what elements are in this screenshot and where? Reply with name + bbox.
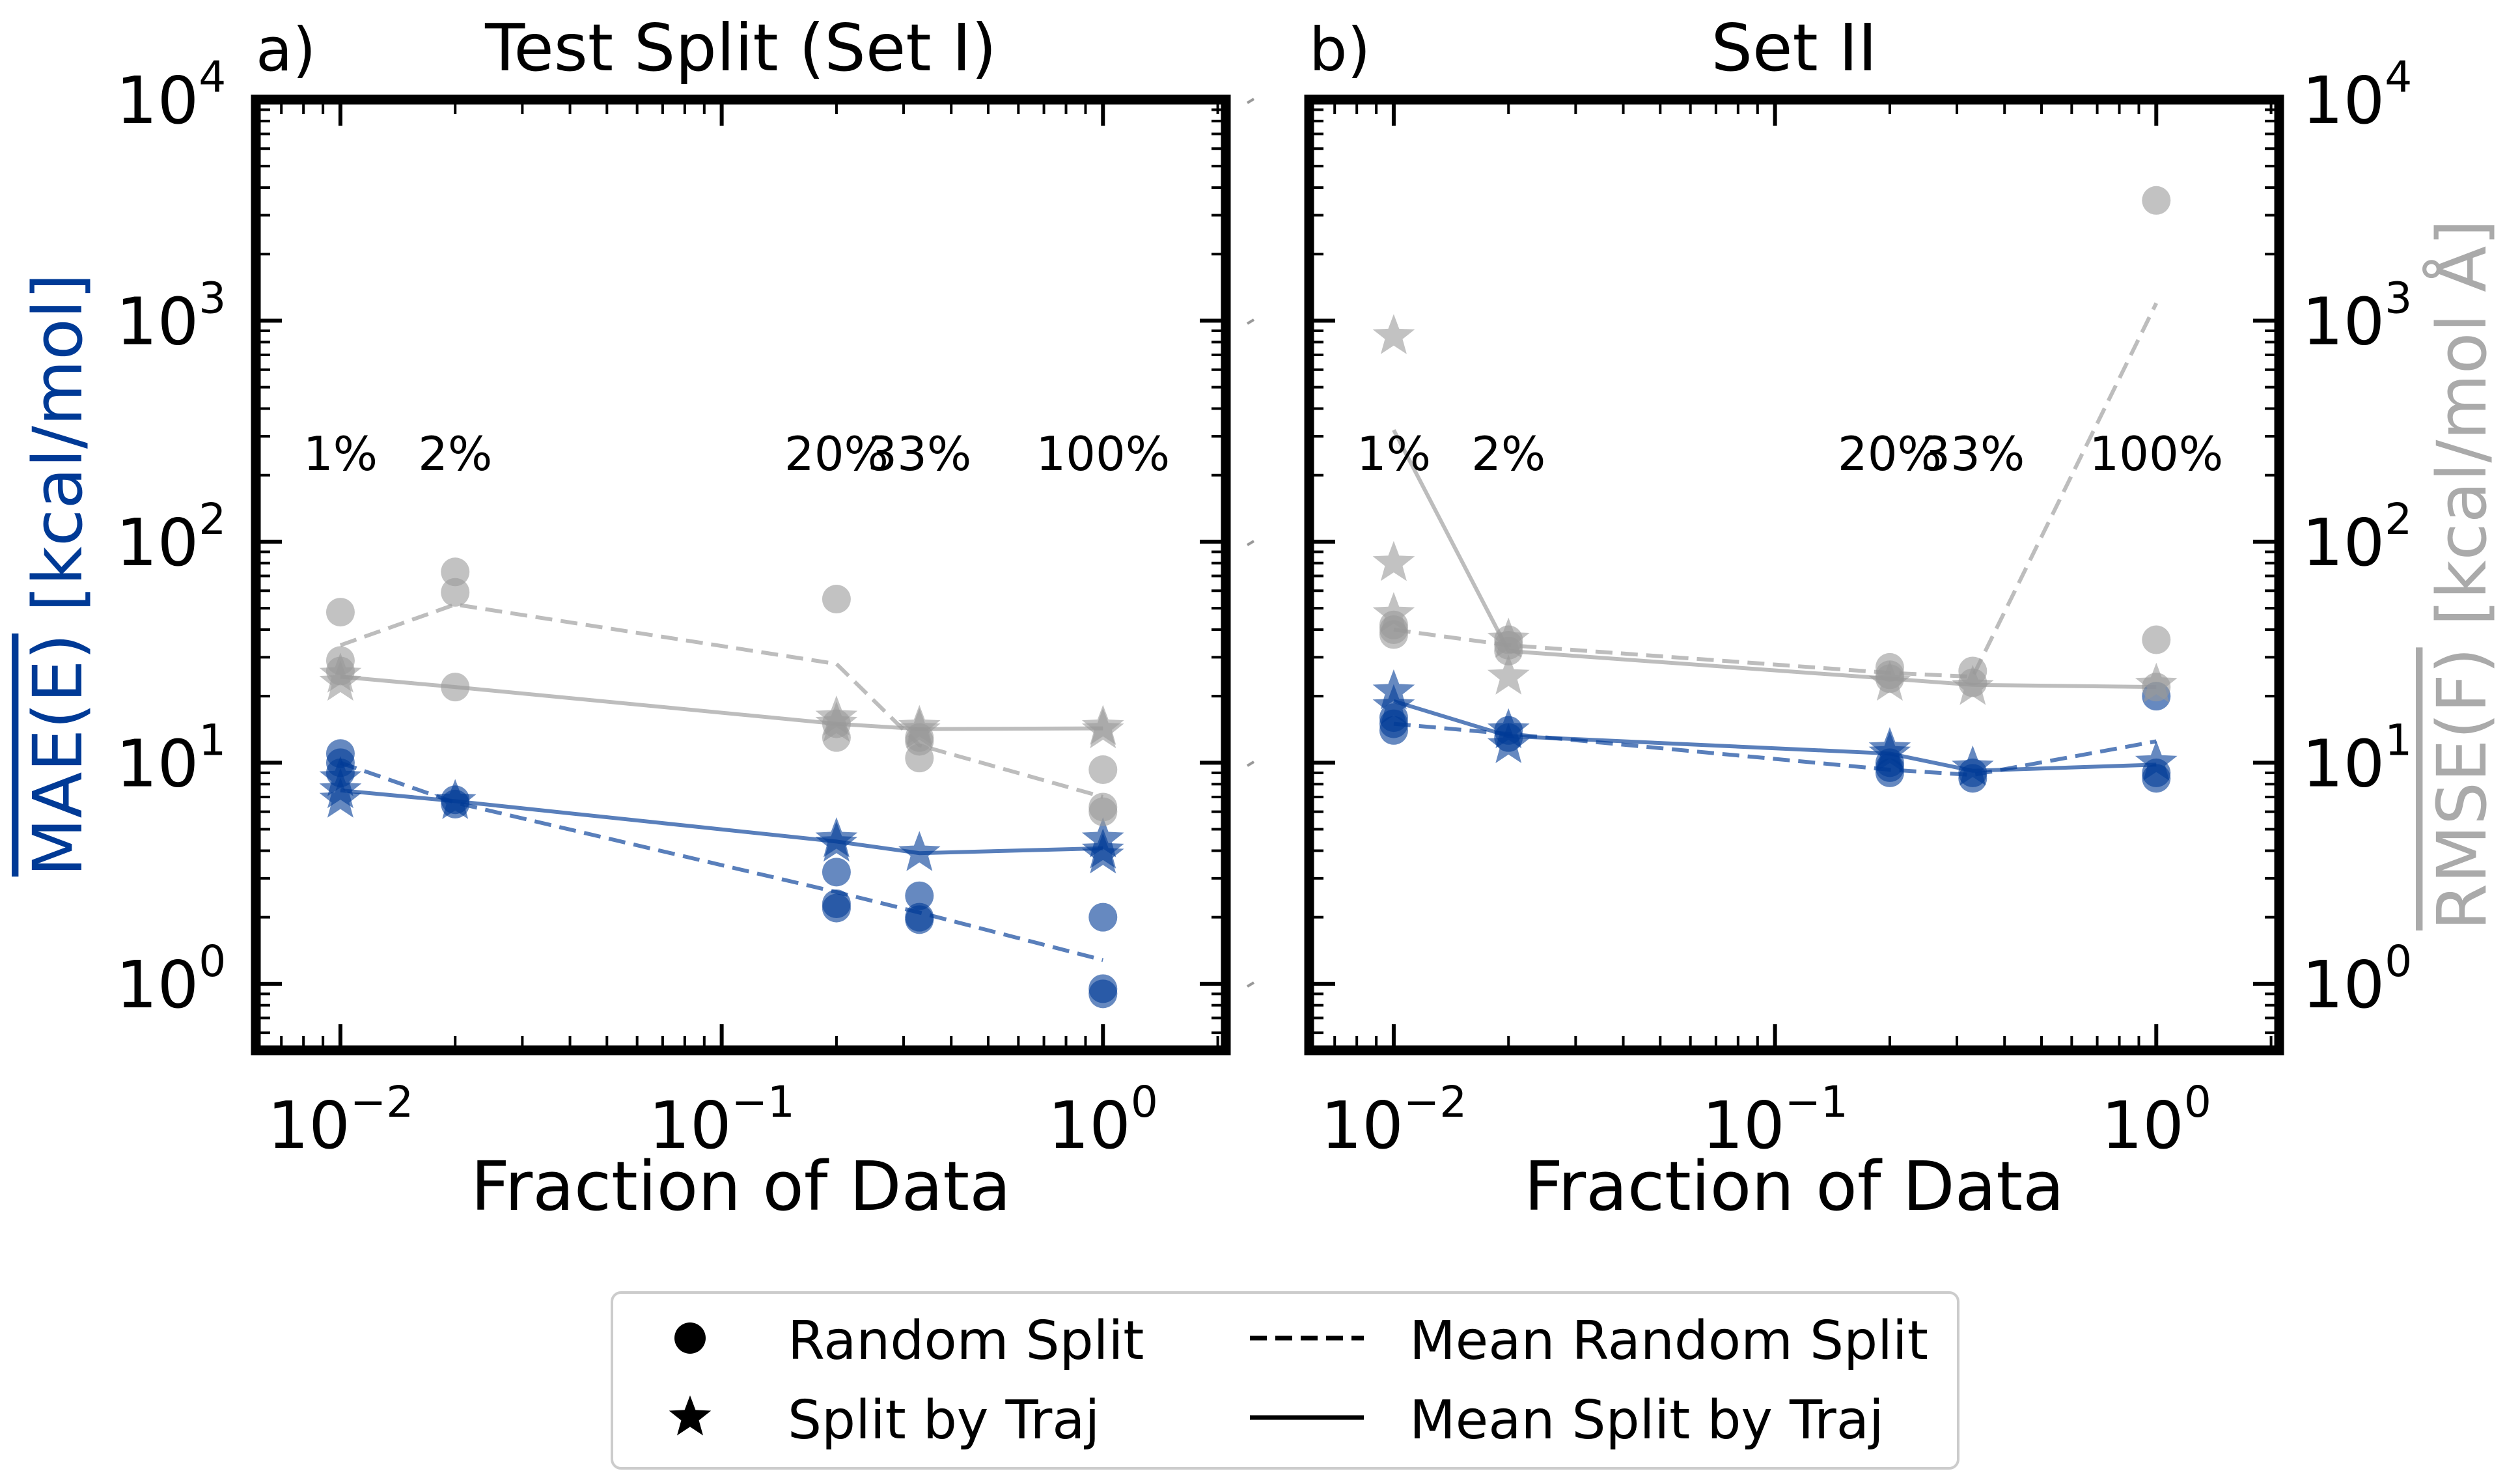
percent-label: 20%: [1838, 426, 1942, 481]
random-split-point-force: [822, 585, 851, 614]
split-by-traj-point-force: [1868, 660, 1911, 701]
legend: Random Split Split by Traj Mean Random S…: [611, 1291, 1959, 1470]
mean-random-split-line-force: [339, 602, 1104, 799]
split-by-traj-point-force: [1487, 654, 1530, 695]
x-tick-label: 10−1: [1702, 1077, 1848, 1164]
random-split-point-force: [2142, 625, 2171, 654]
panel-b-plot: 1% 2% 20%33% 100%: [1357, 186, 2223, 793]
split-by-traj-point-force: [1952, 665, 1994, 705]
split-by-traj-point-force: [1372, 540, 1415, 581]
random-split-point-energy: [1088, 979, 1118, 1009]
split-by-traj-point-force: [898, 708, 941, 749]
y-tick-label-left: 101: [116, 715, 226, 802]
legend-label-split-by-traj: Split by Traj: [788, 1390, 1100, 1451]
x-tick-label: 10−2: [268, 1077, 414, 1164]
random-split-point-force: [2142, 186, 2171, 215]
random-split-point-force: [441, 673, 470, 702]
random-split-point-energy: [1088, 902, 1118, 932]
percent-label: 1%: [1357, 426, 1431, 481]
panel-a-title: Test Split (Set I): [484, 10, 997, 86]
panel-b-ticks: 10−2 10−1 100 100 101 102 103 104: [1308, 52, 2412, 1164]
between-panel-marks: [1246, 98, 1255, 988]
random-split-point-energy: [1379, 716, 1408, 745]
split-by-traj-point-energy: [898, 831, 941, 871]
random-split-point-energy: [822, 893, 851, 923]
split-by-traj-point-force: [1081, 708, 1124, 749]
split-by-traj-point-energy: [815, 821, 858, 862]
random-split-point-force: [905, 744, 934, 773]
split-by-traj-point-energy: [1081, 833, 1124, 874]
panel-b-x-axis-label: Fraction of Data: [1524, 1147, 2064, 1226]
percent-label: 20%: [784, 426, 889, 481]
y-tick-label-right: 104: [2302, 52, 2412, 139]
panel-a-ticks: 10−2 10−1 100 100 101 102 103 104: [116, 52, 1226, 1164]
y-tick-label-left: 100: [116, 936, 226, 1023]
svg-text:MAE(E) [kcal/mol]: MAE(E) [kcal/mol]: [18, 273, 98, 877]
split-by-traj-point-energy: [434, 779, 477, 819]
y-tick-label-right: 100: [2302, 936, 2412, 1023]
random-split-point-energy: [822, 858, 851, 887]
y-axis-label-left-metric: MAE(E): [18, 634, 98, 876]
legend-circle-symbol: [674, 1322, 706, 1354]
split-by-traj-point-force: [815, 701, 858, 742]
split-by-traj-point-force: [1372, 314, 1415, 354]
panel-a-x-axis-label: Fraction of Data: [471, 1147, 1011, 1226]
random-split-point-force: [441, 578, 470, 607]
x-tick-label: 10−1: [648, 1077, 795, 1164]
y-tick-label-right: 102: [2302, 494, 2412, 581]
panel-b-title: Set II: [1711, 10, 1877, 86]
y-tick-label-left: 104: [116, 52, 226, 139]
panel-a: 1% 2% 20%33% 100% 10−2 10−1 10010010110210310…: [18, 10, 1231, 1226]
legend-label-random-split: Random Split: [788, 1310, 1144, 1372]
random-split-point-energy: [905, 905, 934, 934]
panel-a-plot: 1% 2% 20%33% 100%: [303, 426, 1170, 1009]
y-tick-label-right: 103: [2302, 273, 2412, 359]
split-by-traj-point-energy: [1952, 745, 1994, 786]
legend-label-mean-random-split: Mean Random Split: [1409, 1310, 1928, 1372]
split-by-traj-point-energy: [1487, 723, 1530, 763]
x-tick-label: 100: [2101, 1077, 2211, 1164]
legend-star-symbol: [669, 1395, 712, 1436]
percent-label: 100%: [2089, 426, 2223, 481]
split-by-traj-point-force: [1487, 617, 1530, 658]
y-axis-label-left: MAE(E) [kcal/mol]: [18, 273, 98, 877]
y-tick-label-right: 101: [2302, 715, 2412, 802]
y-axis-label-right-metric: RMSE(F): [2422, 647, 2502, 930]
percent-label: 1%: [303, 426, 378, 481]
split-by-traj-point-force: [1372, 592, 1415, 632]
split-by-traj-point-force: [2135, 662, 2178, 703]
x-tick-label: 100: [1048, 1077, 1158, 1164]
random-split-point-energy: [905, 881, 934, 910]
percent-label: 2%: [418, 426, 492, 481]
split-by-traj-point-force: [319, 660, 362, 701]
y-axis-label-right: RMSE(F) [kcal/mol Å]: [2422, 219, 2502, 930]
y-tick-label-left: 103: [116, 273, 226, 359]
random-split-point-force: [441, 557, 470, 587]
panel-b-label: b): [1309, 15, 1370, 85]
y-axis-label-right-unit: [kcal/mol Å]: [2422, 219, 2502, 647]
y-axis-label-left-unit: [kcal/mol]: [18, 273, 98, 634]
split-by-traj-point-energy: [2135, 740, 2178, 781]
random-split-point-force: [1088, 755, 1118, 785]
legend-box: [611, 1291, 1959, 1470]
x-tick-label: 10−2: [1321, 1077, 1467, 1164]
random-split-point-force: [1088, 797, 1118, 826]
panel-a-label: a): [256, 15, 316, 85]
svg-text:RMSE(F) [kcal/mol Å]: RMSE(F) [kcal/mol Å]: [2422, 219, 2502, 930]
y-tick-label-left: 102: [116, 494, 226, 581]
percent-label: 33%: [867, 426, 971, 481]
legend-label-mean-split-by-traj: Mean Split by Traj: [1409, 1390, 1884, 1451]
split-by-traj-point-energy: [1868, 731, 1911, 772]
percent-label: 2%: [1471, 426, 1545, 481]
split-by-traj-point-energy: [1372, 684, 1415, 725]
percent-label: 33%: [1920, 426, 2025, 481]
panel-b: 1% 2% 20%33% 100% 10−2 10−1 10010010110210310…: [1304, 10, 2502, 1226]
random-split-point-force: [325, 598, 355, 627]
percent-label: 100%: [1036, 426, 1170, 481]
split-by-traj-point-energy: [319, 777, 362, 818]
